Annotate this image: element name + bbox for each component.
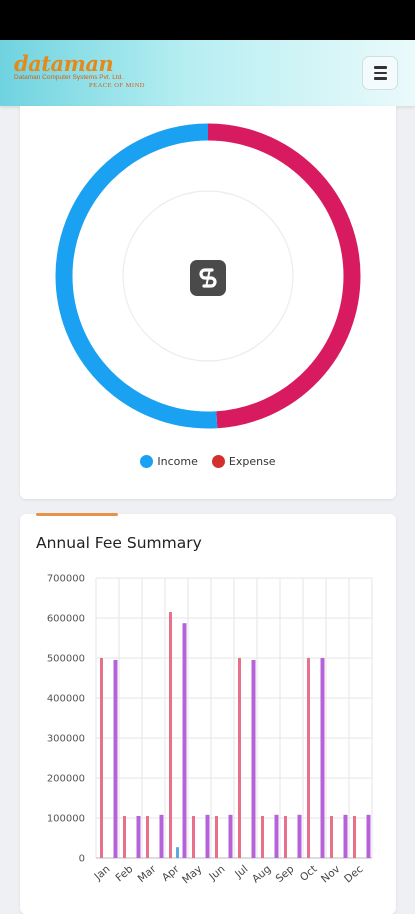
donut-inner-ring xyxy=(122,190,294,362)
bar[interactable] xyxy=(136,816,141,858)
bar[interactable] xyxy=(113,660,118,858)
logo-company-name: Dataman Computer Systems Pvt. Ltd. xyxy=(14,74,124,81)
x-tick-label: Oct xyxy=(298,863,320,884)
income-expense-card: Income Expense xyxy=(20,106,396,499)
x-tick-label: Dec xyxy=(342,863,365,885)
tab-indicator xyxy=(36,513,118,516)
x-tick-label: Apr xyxy=(160,863,182,884)
logo-wordmark: dataman xyxy=(14,51,114,76)
bar[interactable] xyxy=(274,814,279,858)
annual-fee-card: Annual Fee Summary 0 100000 200000 300000 40… xyxy=(20,513,396,914)
annual-fee-chart: 0 100000 200000 300000 400000 500000 600000 700… xyxy=(47,574,373,886)
y-tick-label: 0 xyxy=(79,854,85,865)
bar[interactable] xyxy=(123,816,126,858)
y-tick-label: 700000 xyxy=(47,574,85,585)
bar[interactable] xyxy=(366,814,371,858)
bar[interactable] xyxy=(215,816,218,858)
bar[interactable] xyxy=(307,658,310,858)
hamburger-icon xyxy=(373,66,387,69)
x-tick-label: Mar xyxy=(136,863,159,885)
legend-label-expense: Expense xyxy=(228,455,276,468)
x-tick-label: Aug xyxy=(250,863,273,885)
y-tick-label: 300000 xyxy=(47,734,85,745)
x-tick-label: Feb xyxy=(113,863,135,884)
income-dot-icon xyxy=(140,455,154,468)
company-logo[interactable]: dataman Dataman Computer Systems Pvt. Lt… xyxy=(14,51,145,90)
x-tick-label: Sep xyxy=(274,863,297,885)
bar[interactable] xyxy=(261,816,264,858)
y-tick-label: 400000 xyxy=(47,694,85,705)
bar[interactable] xyxy=(353,816,356,858)
app-header: dataman Dataman Computer Systems Pvt. Lt… xyxy=(0,40,415,106)
y-tick-label: 500000 xyxy=(47,654,85,665)
bar[interactable] xyxy=(192,816,195,858)
donut-legend: Income Expense xyxy=(20,455,396,468)
logo-tagline: PEACE OF MIND xyxy=(89,82,145,89)
y-tick-label: 600000 xyxy=(47,614,85,625)
x-tick-label: Jan xyxy=(92,863,113,883)
status-bar xyxy=(0,0,415,40)
menu-button[interactable] xyxy=(362,56,398,90)
y-tick-label: 100000 xyxy=(47,814,85,825)
income-expense-donut xyxy=(55,123,361,429)
app-s-logo-icon xyxy=(190,260,226,296)
x-tick-label: Jul xyxy=(232,863,250,881)
legend-item-expense[interactable]: Expense xyxy=(211,455,276,468)
bar[interactable] xyxy=(182,623,187,858)
bar[interactable] xyxy=(297,814,302,858)
bar[interactable] xyxy=(251,660,256,858)
donut-slice-income[interactable] xyxy=(55,123,361,429)
legend-label-income: Income xyxy=(157,455,198,468)
bar[interactable] xyxy=(169,612,172,858)
legend-item-income[interactable]: Income xyxy=(140,455,198,468)
bar[interactable] xyxy=(238,658,241,858)
bar[interactable] xyxy=(330,816,333,858)
bar[interactable] xyxy=(284,816,287,858)
bar[interactable] xyxy=(146,816,149,858)
bar[interactable] xyxy=(320,658,325,858)
y-tick-label: 200000 xyxy=(47,774,85,785)
fee-card-title: Annual Fee Summary xyxy=(36,534,202,552)
bar[interactable] xyxy=(100,658,103,858)
bar[interactable] xyxy=(159,814,164,858)
x-tick-label: Jun xyxy=(206,863,227,883)
bar[interactable] xyxy=(343,814,348,858)
bar[interactable] xyxy=(228,814,233,858)
bar[interactable] xyxy=(205,814,210,858)
expense-dot-icon xyxy=(211,455,225,468)
x-tick-label: May xyxy=(180,863,204,886)
bar[interactable] xyxy=(176,847,179,858)
x-tick-label: Nov xyxy=(319,863,342,885)
